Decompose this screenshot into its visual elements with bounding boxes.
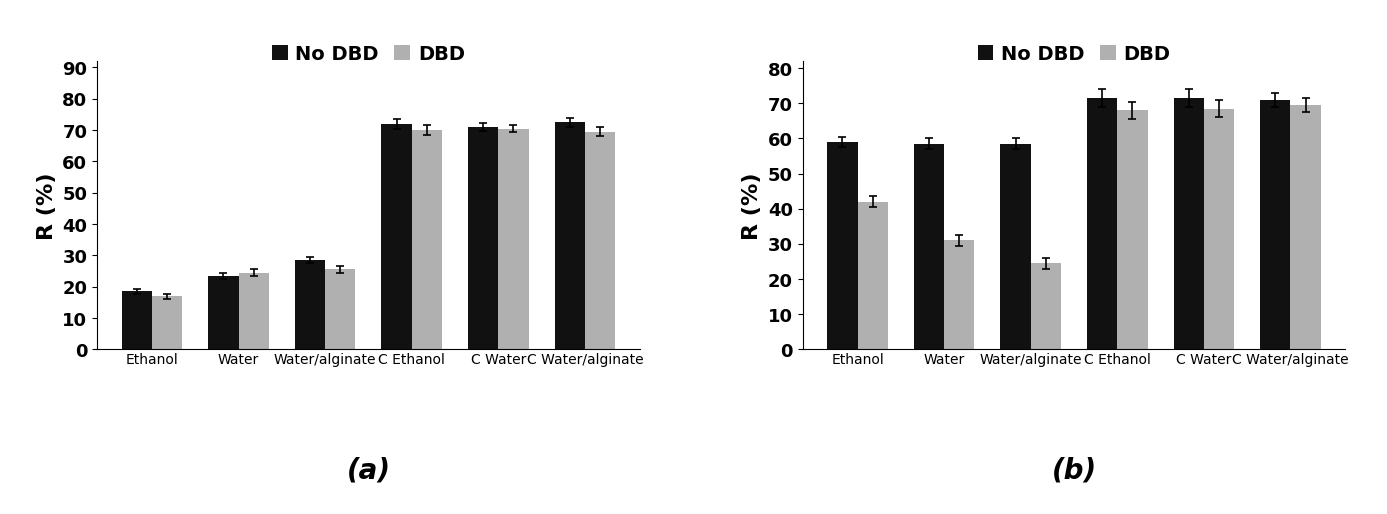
Bar — [1204, 109, 1234, 350]
Bar — [914, 144, 945, 350]
Bar — [239, 273, 269, 350]
Text: (b): (b) — [1051, 456, 1097, 484]
Bar — [827, 142, 857, 350]
Y-axis label: R (%): R (%) — [742, 172, 763, 240]
Bar — [1173, 99, 1204, 350]
Bar — [498, 129, 528, 350]
Bar — [857, 202, 888, 350]
Bar — [122, 291, 153, 350]
Bar — [467, 127, 498, 350]
Legend: No DBD, DBD: No DBD, DBD — [970, 37, 1178, 71]
Bar — [295, 261, 325, 350]
Bar — [1118, 111, 1147, 350]
Bar — [1087, 99, 1118, 350]
Bar — [1290, 105, 1320, 350]
Bar — [153, 297, 182, 350]
Bar — [1031, 264, 1061, 350]
Bar — [555, 123, 585, 350]
Bar — [325, 270, 355, 350]
Y-axis label: R (%): R (%) — [36, 172, 57, 240]
Text: (a): (a) — [347, 456, 391, 484]
Bar — [585, 132, 616, 350]
Bar — [945, 241, 975, 350]
Bar — [208, 276, 239, 350]
Bar — [1000, 144, 1031, 350]
Bar — [1261, 100, 1290, 350]
Legend: No DBD, DBD: No DBD, DBD — [265, 37, 473, 71]
Bar — [412, 131, 442, 350]
Bar — [381, 124, 412, 350]
